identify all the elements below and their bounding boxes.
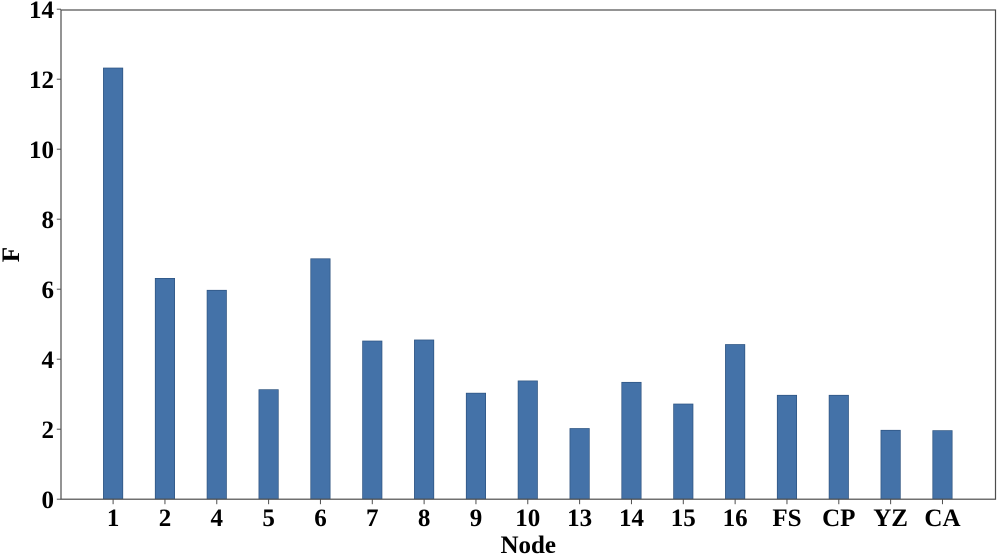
- svg-text:0: 0: [42, 487, 55, 514]
- svg-text:16: 16: [723, 505, 748, 532]
- svg-text:4: 4: [42, 347, 55, 374]
- svg-text:YZ: YZ: [873, 505, 908, 532]
- svg-text:FS: FS: [772, 505, 801, 532]
- svg-text:1: 1: [107, 505, 120, 532]
- svg-text:CA: CA: [924, 505, 960, 532]
- svg-text:CP: CP: [822, 505, 855, 532]
- svg-text:6: 6: [42, 277, 55, 304]
- svg-text:Node: Node: [500, 532, 556, 554]
- svg-text:12: 12: [29, 67, 54, 94]
- svg-text:15: 15: [671, 505, 696, 532]
- svg-text:14: 14: [29, 0, 55, 24]
- svg-text:10: 10: [29, 137, 54, 164]
- svg-text:10: 10: [515, 505, 540, 532]
- svg-text:7: 7: [366, 505, 379, 532]
- svg-text:8: 8: [418, 505, 431, 532]
- svg-text:2: 2: [42, 417, 55, 444]
- svg-text:5: 5: [262, 505, 275, 532]
- svg-text:8: 8: [42, 207, 55, 234]
- svg-text:9: 9: [470, 505, 483, 532]
- svg-text:14: 14: [619, 505, 645, 532]
- svg-text:2: 2: [159, 505, 172, 532]
- svg-text:6: 6: [314, 505, 327, 532]
- svg-text:4: 4: [211, 505, 224, 532]
- svg-text:F: F: [0, 247, 25, 262]
- svg-text:13: 13: [567, 505, 592, 532]
